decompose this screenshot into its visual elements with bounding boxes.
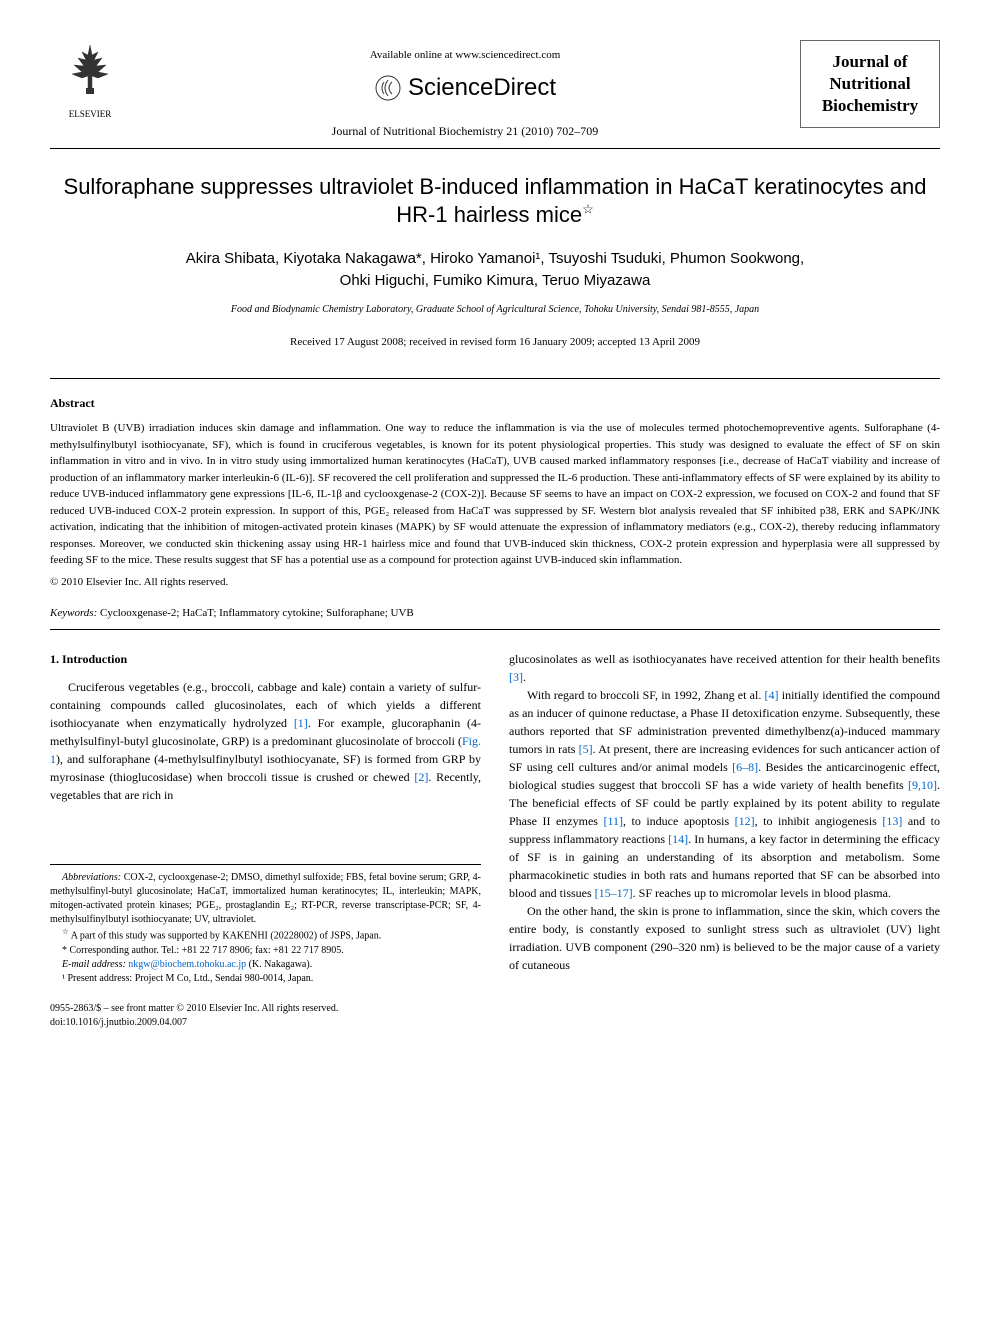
intro-para-2: glucosinolates as well as isothiocyanate… xyxy=(509,650,940,686)
footer-doi: doi:10.1016/j.jnutbio.2009.04.007 xyxy=(50,1016,338,1030)
ref-link-9-10[interactable]: [9,10] xyxy=(908,778,937,792)
ref-link-2[interactable]: [2] xyxy=(414,770,428,784)
present-address: ¹ Present address: Project M Co, Ltd., S… xyxy=(50,972,481,986)
sciencedirect-logo: ScienceDirect xyxy=(374,71,556,105)
abstract-bottom-rule xyxy=(50,629,940,630)
authors-line-2: Ohki Higuchi, Fumiko Kimura, Teruo Miyaz… xyxy=(340,272,651,289)
abstract-top-rule xyxy=(50,378,940,379)
sciencedirect-text: ScienceDirect xyxy=(408,71,556,105)
keywords-label: Keywords: xyxy=(50,607,97,619)
funding-note: ☆ A part of this study was supported by … xyxy=(50,927,481,943)
email-line: E-mail address: nkgw@biochem.tohoku.ac.j… xyxy=(50,958,481,972)
right-column: glucosinolates as well as isothiocyanate… xyxy=(509,650,940,985)
intro-para-3: With regard to broccoli SF, in 1992, Zha… xyxy=(509,686,940,902)
page-footer: 0955-2863/$ – see front matter © 2010 El… xyxy=(50,1002,940,1030)
email-link[interactable]: nkgw@biochem.tohoku.ac.jp xyxy=(128,959,246,970)
authors: Akira Shibata, Kiyotaka Nakagawa*, Hirok… xyxy=(50,248,940,293)
ref-link-1[interactable]: [1] xyxy=(294,716,308,730)
ref-link-12[interactable]: [12] xyxy=(735,814,755,828)
affiliation: Food and Biodynamic Chemistry Laboratory… xyxy=(50,303,940,317)
header-rule xyxy=(50,148,940,149)
ref-link-6-8[interactable]: [6–8] xyxy=(732,760,758,774)
abstract-heading: Abstract xyxy=(50,395,940,412)
journal-title-box: Journal of Nutritional Biochemistry xyxy=(800,40,940,128)
footer-left: 0955-2863/$ – see front matter © 2010 El… xyxy=(50,1002,338,1030)
intro-heading: 1. Introduction xyxy=(50,650,481,668)
keywords-text: Cyclooxgenase-2; HaCaT; Inflammatory cyt… xyxy=(100,607,414,619)
ref-link-4[interactable]: [4] xyxy=(765,688,779,702)
ref-link-5[interactable]: [5] xyxy=(579,742,593,756)
ref-link-15-17[interactable]: [15–17] xyxy=(595,886,633,900)
authors-line-1: Akira Shibata, Kiyotaka Nakagawa*, Hirok… xyxy=(186,250,804,267)
ref-link-14[interactable]: [14] xyxy=(668,832,688,846)
elsevier-tree-icon xyxy=(60,40,120,100)
intro-para-4: On the other hand, the skin is prone to … xyxy=(509,902,940,974)
abstract-copyright: © 2010 Elsevier Inc. All rights reserved… xyxy=(50,575,940,590)
left-column: 1. Introduction Cruciferous vegetables (… xyxy=(50,650,481,985)
elsevier-logo: ELSEVIER xyxy=(50,40,130,120)
ref-link-13[interactable]: [13] xyxy=(882,814,902,828)
sciencedirect-icon xyxy=(374,74,402,102)
title-text: Sulforaphane suppresses ultraviolet B-in… xyxy=(64,174,927,228)
abbreviations: Abbreviations: COX-2, cyclooxgenase-2; D… xyxy=(50,871,481,927)
title-star: ☆ xyxy=(582,202,594,217)
ref-link-3[interactable]: [3] xyxy=(509,670,523,684)
article-title: Sulforaphane suppresses ultraviolet B-in… xyxy=(50,173,940,230)
journal-box-title: Journal of Nutritional Biochemistry xyxy=(809,51,931,117)
header-row: ELSEVIER Available online at www.science… xyxy=(50,40,940,140)
elsevier-label: ELSEVIER xyxy=(50,108,130,121)
footnotes-block: Abbreviations: COX-2, cyclooxgenase-2; D… xyxy=(50,864,481,985)
corresponding-author: * Corresponding author. Tel.: +81 22 717… xyxy=(50,944,481,958)
article-dates: Received 17 August 2008; received in rev… xyxy=(50,335,940,350)
ref-link-11[interactable]: [11] xyxy=(603,814,623,828)
journal-reference: Journal of Nutritional Biochemistry 21 (… xyxy=(130,123,800,140)
body-columns: 1. Introduction Cruciferous vegetables (… xyxy=(50,650,940,985)
abstract-text: Ultraviolet B (UVB) irradiation induces … xyxy=(50,420,940,569)
center-header: Available online at www.sciencedirect.co… xyxy=(130,40,800,140)
footer-front-matter: 0955-2863/$ – see front matter © 2010 El… xyxy=(50,1002,338,1016)
intro-para-1: Cruciferous vegetables (e.g., broccoli, … xyxy=(50,678,481,804)
available-online-text: Available online at www.sciencedirect.co… xyxy=(130,48,800,63)
keywords-line: Keywords: Cyclooxgenase-2; HaCaT; Inflam… xyxy=(50,606,940,621)
